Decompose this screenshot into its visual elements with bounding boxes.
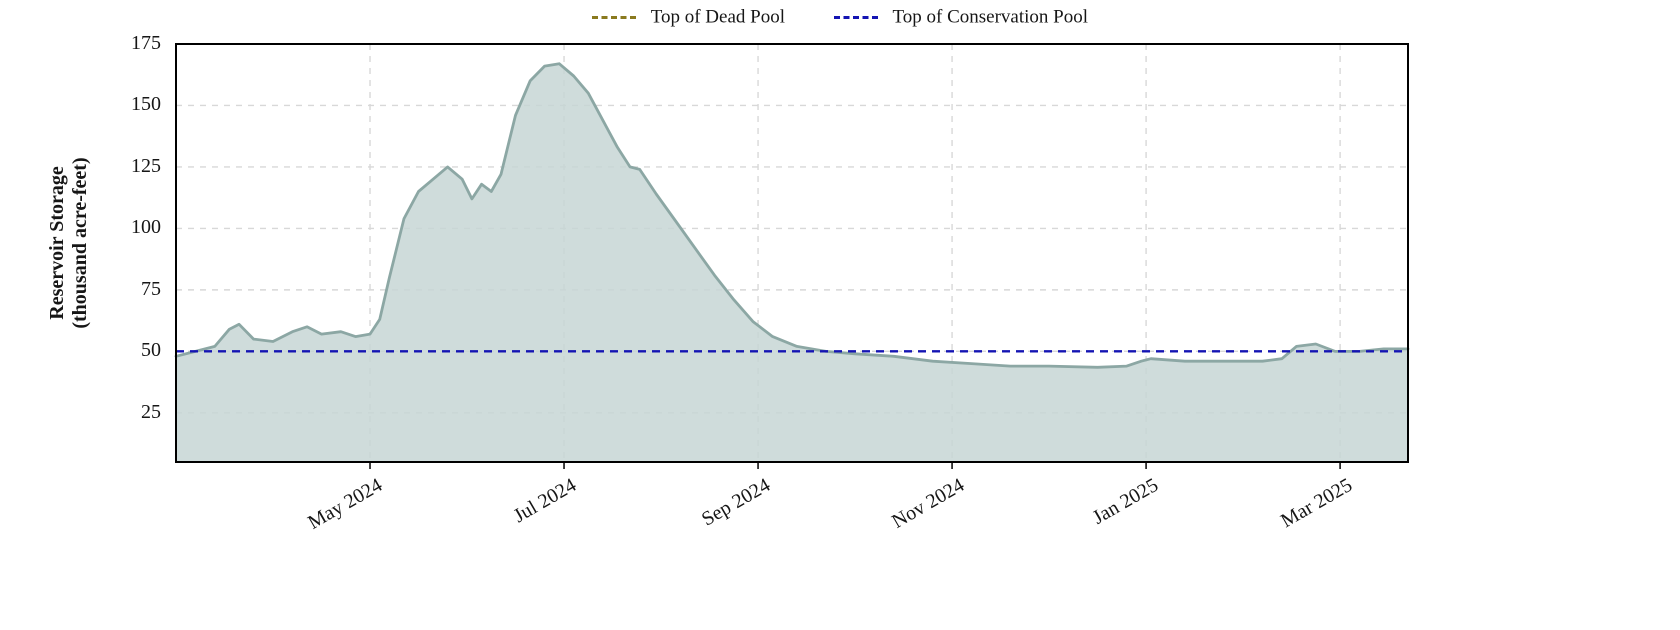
y-tick-label: 50: [106, 339, 161, 362]
legend-item-dead-pool: Top of Dead Pool: [592, 6, 785, 29]
chart-legend: Top of Dead Pool Top of Conservation Poo…: [0, 6, 1680, 29]
legend-swatch-dead-pool: [592, 16, 636, 19]
y-axis-label: Reservoir Storage (thousand acre-feet): [46, 123, 92, 363]
y-tick-label: 100: [106, 216, 161, 239]
legend-label-dead-pool: Top of Dead Pool: [651, 7, 785, 28]
y-tick-label: 25: [106, 401, 161, 424]
legend-item-conservation-pool: Top of Conservation Pool: [834, 6, 1088, 29]
legend-label-conservation-pool: Top of Conservation Pool: [893, 7, 1089, 28]
y-tick-label: 175: [106, 32, 161, 55]
y-tick-label: 125: [106, 155, 161, 178]
y-tick-label: 75: [106, 278, 161, 301]
storage-chart: [0, 0, 1680, 630]
y-tick-label: 150: [106, 93, 161, 116]
legend-swatch-conservation-pool: [834, 16, 878, 19]
